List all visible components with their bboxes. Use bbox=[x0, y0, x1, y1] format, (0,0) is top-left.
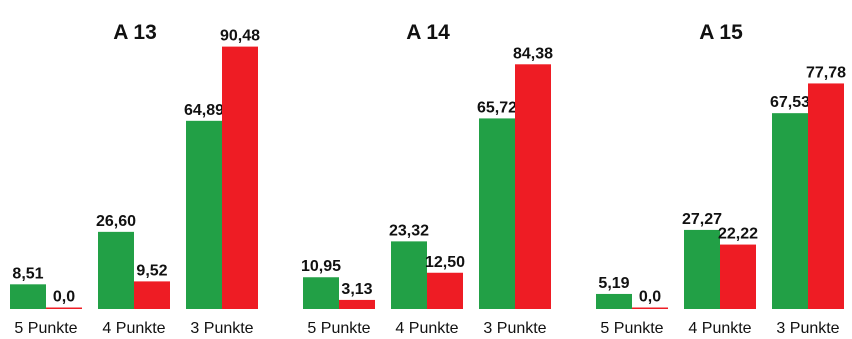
category-label: 4 Punkte bbox=[395, 320, 458, 337]
value-label: 0,0 bbox=[53, 289, 75, 306]
value-label: 90,48 bbox=[220, 28, 260, 45]
category-label: 5 Punkte bbox=[600, 320, 663, 337]
value-label: 12,50 bbox=[425, 254, 465, 271]
bar bbox=[303, 277, 339, 309]
bar bbox=[684, 229, 720, 309]
category-label: 4 Punkte bbox=[688, 320, 751, 337]
bar bbox=[720, 244, 756, 309]
value-label: 84,38 bbox=[513, 45, 553, 62]
bar bbox=[46, 307, 82, 309]
bar bbox=[479, 118, 515, 309]
panel-title: A 13 bbox=[113, 21, 157, 44]
category-label: 4 Punkte bbox=[102, 320, 165, 337]
category-label: 3 Punkte bbox=[776, 320, 839, 337]
bar bbox=[632, 307, 668, 309]
value-label: 9,52 bbox=[136, 262, 167, 279]
value-label: 65,72 bbox=[477, 99, 517, 116]
value-label: 64,89 bbox=[184, 102, 224, 119]
value-label: 3,13 bbox=[341, 281, 372, 298]
value-label: 5,19 bbox=[598, 275, 629, 292]
bar bbox=[222, 46, 258, 309]
bar bbox=[772, 113, 808, 310]
value-label: 67,53 bbox=[770, 94, 810, 111]
category-label: 3 Punkte bbox=[190, 320, 253, 337]
category-label: 5 Punkte bbox=[14, 320, 77, 337]
bar bbox=[186, 120, 222, 309]
bar bbox=[596, 293, 632, 309]
category-label: 3 Punkte bbox=[483, 320, 546, 337]
bar bbox=[391, 241, 427, 309]
bar bbox=[339, 299, 375, 309]
bar bbox=[427, 272, 463, 309]
value-label: 0,0 bbox=[639, 289, 661, 306]
value-label: 22,22 bbox=[718, 226, 758, 243]
bar bbox=[98, 231, 134, 309]
bar bbox=[808, 83, 844, 309]
value-label: 8,51 bbox=[12, 265, 43, 282]
value-label: 10,95 bbox=[301, 258, 341, 275]
bar bbox=[515, 64, 551, 309]
bar bbox=[134, 281, 170, 309]
category-label: 5 Punkte bbox=[307, 320, 370, 337]
panel-title: A 14 bbox=[406, 21, 450, 44]
value-label: 27,27 bbox=[682, 211, 722, 228]
value-label: 77,78 bbox=[806, 64, 846, 81]
value-label: 26,60 bbox=[96, 213, 136, 230]
value-label: 23,32 bbox=[389, 222, 429, 239]
bar bbox=[10, 284, 46, 309]
panel-title: A 15 bbox=[699, 21, 743, 44]
